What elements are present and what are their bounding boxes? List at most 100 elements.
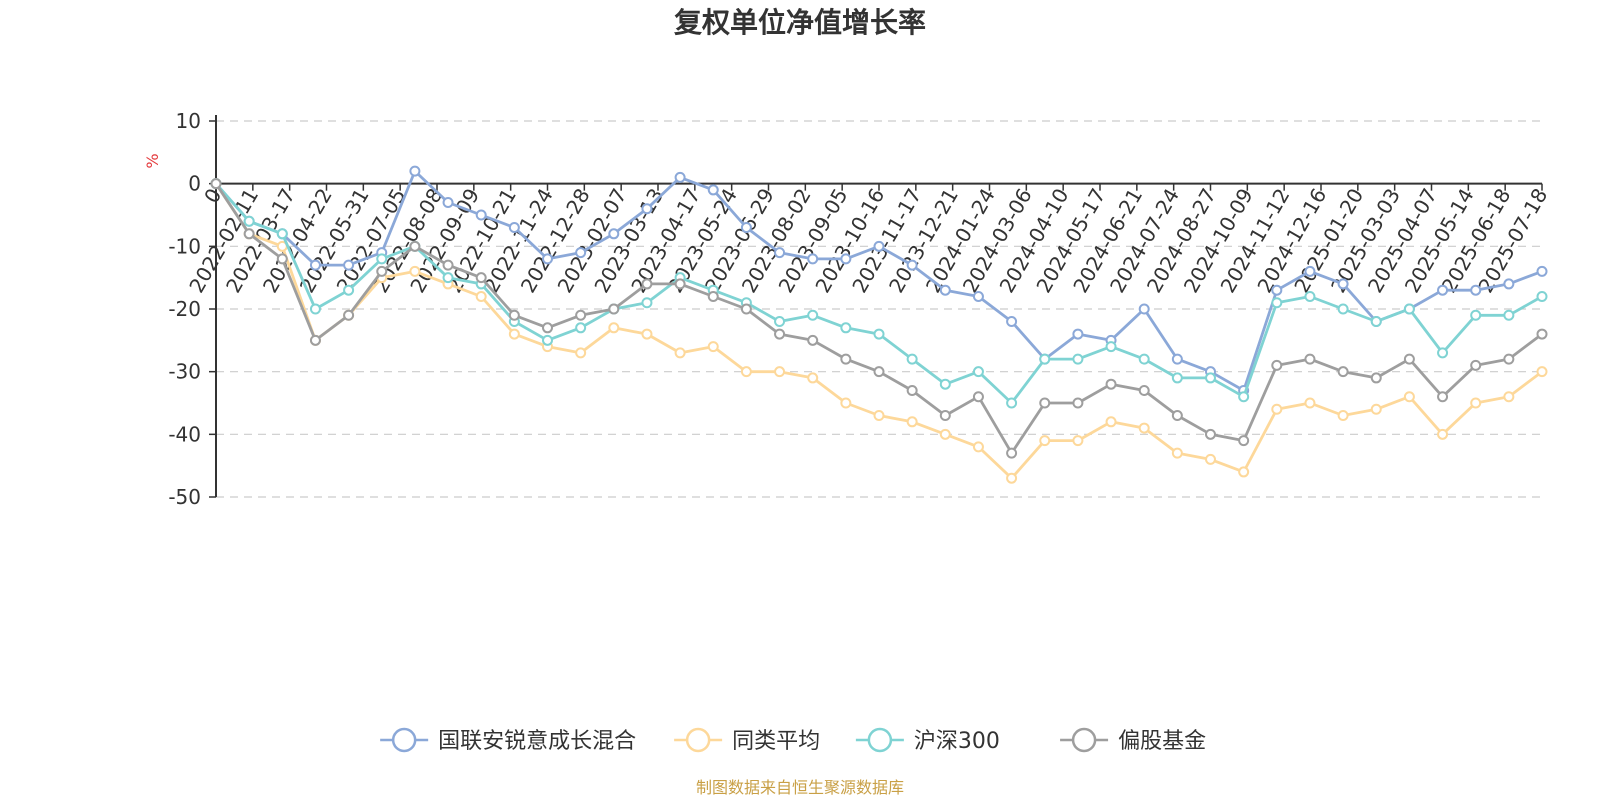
data-point [475,290,487,302]
data-point [1006,316,1018,328]
data-point [1006,397,1018,409]
data-point [1171,410,1183,422]
data-point [575,247,587,259]
data-point [1337,303,1349,315]
data-point [1271,403,1283,415]
data-point [972,366,984,378]
legend-item[interactable]: 沪深300 [855,727,1000,754]
data-point [1337,278,1349,290]
y-tick-label: 0 [188,172,201,196]
data-point [1470,309,1482,321]
data-point [376,253,388,265]
data-point [575,347,587,359]
data-point [343,284,355,296]
data-point [1403,391,1415,403]
data-point [1271,297,1283,309]
data-point [939,428,951,440]
data-point [1536,290,1548,302]
data-point [1138,384,1150,396]
data-point [1072,328,1084,340]
data-point [442,259,454,271]
data-point [740,303,752,315]
data-point [475,209,487,221]
legend-circle-icon [1071,727,1097,753]
data-point [243,228,255,240]
data-point [309,303,321,315]
data-point [1337,366,1349,378]
data-point [1437,284,1449,296]
data-point [1105,341,1117,353]
legend-circle-icon [867,727,893,753]
data-point [343,259,355,271]
data-point [1403,353,1415,365]
data-point [1403,303,1415,315]
data-point [542,253,553,265]
data-point [939,410,951,422]
data-point [1238,466,1250,478]
legend-item[interactable]: 同类平均 [674,727,820,754]
series-lines [210,165,1548,484]
data-point [641,203,653,215]
data-point [409,165,421,177]
data-point [1503,309,1515,321]
data-point [1072,435,1084,447]
data-point [840,253,852,265]
data-point [276,228,288,240]
legend-label: 同类平均 [732,729,820,754]
data-point [873,240,885,252]
data-point [542,322,553,334]
data-point [774,316,786,328]
data-point [343,309,355,321]
data-point [1138,422,1150,434]
legend-circle-icon [685,727,711,753]
data-point [1503,278,1515,290]
data-point [1105,378,1117,390]
data-point [575,309,587,321]
data-point [707,184,719,196]
data-point [840,322,852,334]
data-point [1072,353,1084,365]
y-tick-label: 10 [176,109,201,133]
data-point [1238,391,1250,403]
y-tick-label: -20 [168,297,201,321]
legend: 国联安锐意成长混合 同类平均 沪深300 偏股基金 [380,727,1206,754]
data-point [774,328,786,340]
data-point [906,416,918,428]
data-point [1304,353,1316,365]
data-point [740,222,752,234]
data-point [1171,372,1183,384]
x-axis-ticks: 02022-02-112022-03-172022-04-222022-05-3… [184,183,1552,297]
data-point [807,372,819,384]
data-point [1006,472,1018,484]
data-point [243,215,255,227]
data-point [774,247,786,259]
data-point [608,322,620,334]
legend-item[interactable]: 偏股基金 [1060,727,1206,754]
data-point [840,397,852,409]
data-point [740,366,752,378]
data-point [1437,391,1449,403]
data-point [1105,416,1117,428]
legend-label: 偏股基金 [1118,729,1206,754]
legend-label: 沪深300 [914,729,1000,754]
data-point [1006,447,1018,459]
data-point [1072,397,1084,409]
data-point [674,347,686,359]
data-point [840,353,852,365]
data-source-note: 制图数据来自恒生聚源数据库 [696,778,904,797]
data-point [939,378,951,390]
data-point [309,334,321,346]
legend-item[interactable]: 国联安锐意成长混合 [380,727,636,754]
y-axis-ticks: 10 0 -10 -20 -30 -40 -50 [168,109,216,509]
y-tick-label: -50 [168,485,201,509]
data-point [1138,303,1150,315]
data-point [1039,435,1051,447]
data-point [309,259,321,271]
data-point [210,178,222,190]
data-point [707,341,719,353]
data-point [508,222,520,234]
data-point [1337,410,1349,422]
data-point [442,196,454,208]
chart-title: 复权单位净值增长率 [674,6,926,39]
